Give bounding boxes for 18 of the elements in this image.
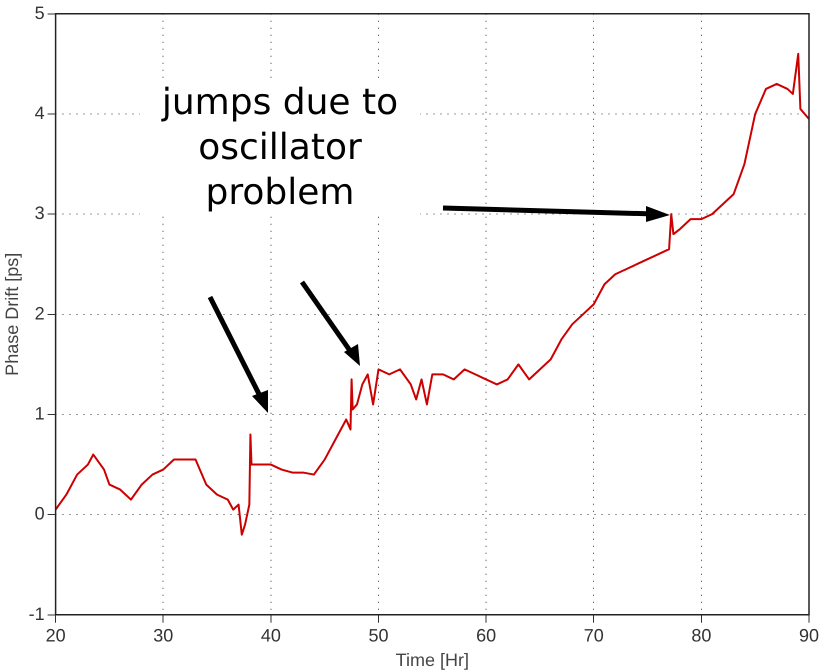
y-tick-label: 3 <box>34 203 45 224</box>
x-tick-label: 40 <box>260 626 281 646</box>
y-tick-label: 2 <box>34 303 45 324</box>
y-tick-label: -1 <box>28 604 45 624</box>
x-axis-title: Time [Hr] <box>396 650 469 670</box>
annotation: jumps due to oscillator problem <box>140 80 420 215</box>
x-tick-label: 50 <box>368 626 389 646</box>
y-tick-label: 0 <box>34 504 45 524</box>
y-axis-title: Phase Drift [ps] <box>2 252 22 376</box>
x-tick-label: 70 <box>584 626 604 646</box>
x-tick-label: 90 <box>798 626 820 646</box>
x-tick-label: 60 <box>476 626 496 646</box>
x-tick-label: 80 <box>691 626 712 646</box>
y-tick-label: 5 <box>34 2 45 23</box>
y-tick-label: 4 <box>34 102 45 123</box>
y-tick-label: 1 <box>34 403 45 424</box>
x-tick-label: 30 <box>153 626 174 646</box>
x-tick-label: 20 <box>46 626 66 646</box>
